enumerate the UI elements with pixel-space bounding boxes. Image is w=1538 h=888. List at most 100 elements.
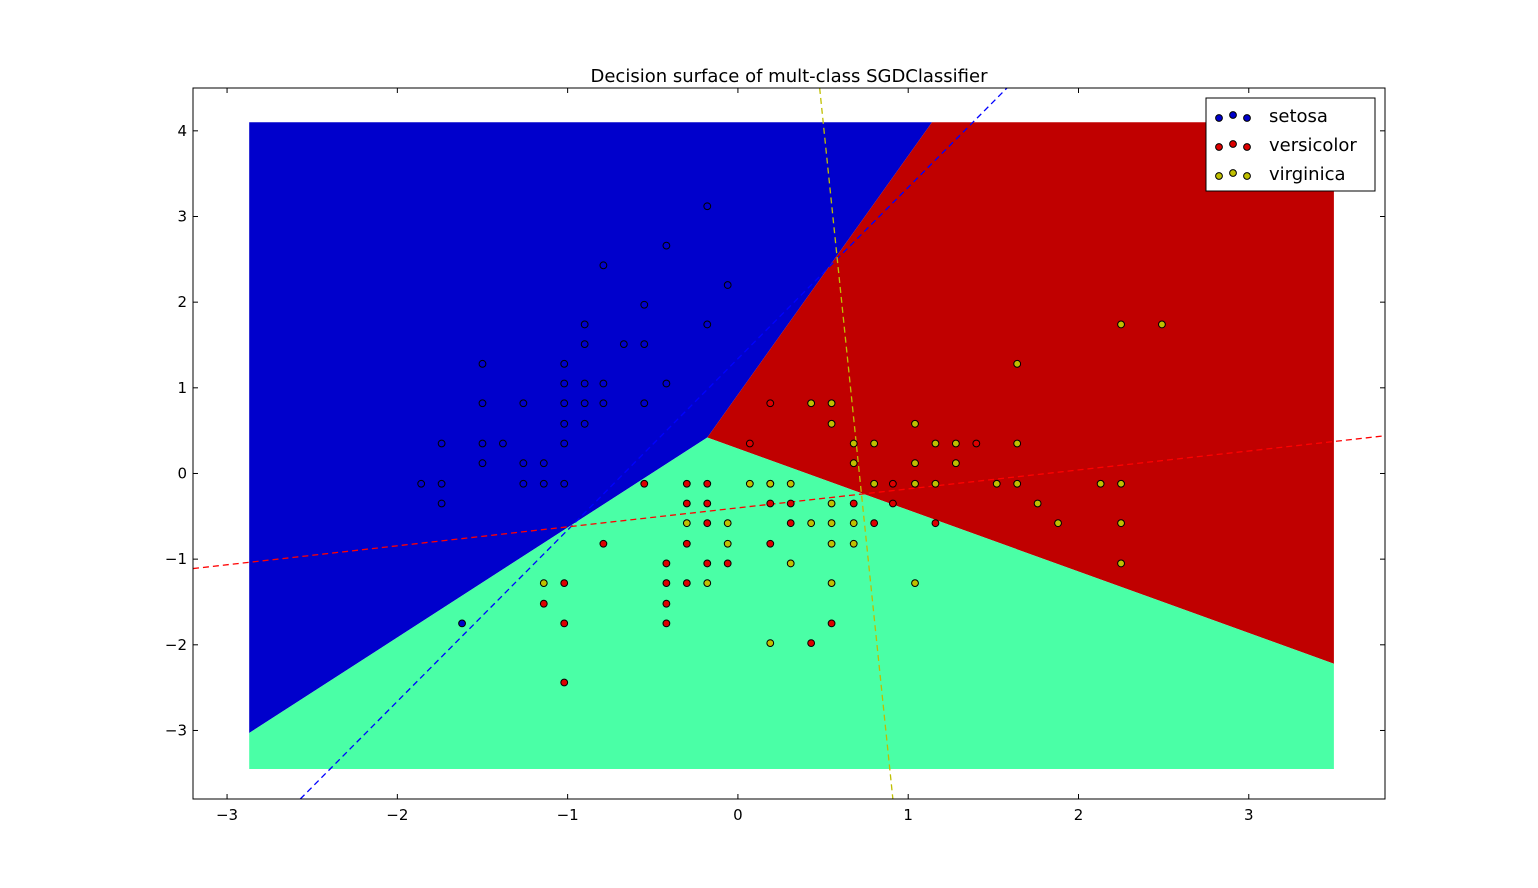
point-virginica <box>849 539 858 548</box>
point-versicolor <box>539 599 548 608</box>
point-virginica <box>1013 479 1022 488</box>
point-versicolor <box>827 619 836 628</box>
hyperplane-lines <box>193 88 1385 799</box>
point-versicolor <box>560 579 569 588</box>
point-setosa <box>580 419 589 428</box>
point-virginica <box>827 419 836 428</box>
point-setosa <box>640 300 649 309</box>
point-virginica <box>1158 320 1166 329</box>
point-setosa <box>519 479 528 488</box>
point-setosa <box>478 359 487 368</box>
point-versicolor <box>745 439 754 448</box>
legend-marker-virginica <box>1243 172 1251 180</box>
legend-marker-virginica <box>1229 169 1237 177</box>
point-versicolor <box>766 499 775 508</box>
legend-label-versicolor: versicolor <box>1269 135 1357 156</box>
data-points <box>417 202 1166 687</box>
point-versicolor <box>786 499 795 508</box>
point-versicolor <box>703 479 712 488</box>
point-setosa <box>580 399 589 408</box>
point-virginica <box>786 479 795 488</box>
point-virginica <box>1013 359 1022 368</box>
point-setosa <box>599 261 608 270</box>
point-virginica <box>911 479 919 488</box>
region-virginica <box>249 437 1334 769</box>
region-setosa <box>249 122 932 734</box>
point-virginica <box>911 579 919 588</box>
point-setosa <box>539 459 548 468</box>
point-setosa <box>519 459 528 468</box>
point-setosa <box>560 479 569 488</box>
point-versicolor <box>560 678 569 687</box>
point-versicolor <box>560 619 569 628</box>
point-versicolor <box>703 559 712 568</box>
point-virginica <box>992 479 1001 488</box>
point-setosa <box>437 439 446 448</box>
point-versicolor <box>682 539 691 548</box>
point-virginica <box>1033 499 1042 508</box>
legend-marker-versicolor <box>1243 143 1251 151</box>
hyperplane-virginica <box>819 88 894 799</box>
point-virginica <box>931 439 940 448</box>
y-tick-label: 4 <box>177 122 187 140</box>
point-versicolor <box>870 519 879 528</box>
point-virginica <box>745 479 754 488</box>
x-tick-label: −2 <box>386 806 408 824</box>
point-setosa <box>437 479 446 488</box>
point-setosa <box>478 399 487 408</box>
point-versicolor <box>703 519 712 528</box>
hyperplane-setosa <box>299 88 1008 799</box>
point-virginica <box>682 519 691 528</box>
x-tick-label: 1 <box>903 806 913 824</box>
point-setosa <box>662 379 671 388</box>
point-setosa <box>560 359 569 368</box>
point-setosa <box>703 320 712 329</box>
legend-marker-setosa <box>1243 114 1251 122</box>
point-setosa <box>417 479 426 488</box>
point-setosa <box>662 241 671 250</box>
point-virginica <box>723 539 732 548</box>
point-virginica <box>1117 479 1125 488</box>
point-virginica <box>911 419 919 428</box>
legend-label-setosa: setosa <box>1269 106 1328 127</box>
point-versicolor <box>972 439 981 448</box>
point-virginica <box>911 459 919 468</box>
point-setosa <box>619 340 628 349</box>
point-virginica <box>951 439 960 448</box>
decision-surface <box>249 122 1334 769</box>
point-versicolor <box>682 479 691 488</box>
x-tick-label: −3 <box>216 806 238 824</box>
point-setosa <box>478 439 487 448</box>
y-tick-label: 1 <box>177 379 187 397</box>
y-tick-label: −1 <box>165 550 187 568</box>
point-setosa <box>519 399 528 408</box>
point-versicolor <box>703 499 712 508</box>
y-tick-label: −3 <box>165 721 187 739</box>
legend-marker-setosa <box>1215 114 1223 122</box>
point-versicolor <box>786 519 795 528</box>
point-versicolor <box>807 639 816 647</box>
point-versicolor <box>662 599 671 608</box>
point-virginica <box>951 459 960 468</box>
point-setosa <box>703 202 712 211</box>
x-tick-label: 3 <box>1244 806 1254 824</box>
y-tick-label: 2 <box>177 293 187 311</box>
point-setosa <box>458 619 466 628</box>
axis-ticks: −3 −2 −1 0 1 2 3 −3 −2 −1 0 1 2 3 4 <box>165 88 1385 824</box>
point-virginica <box>827 539 836 548</box>
point-setosa <box>580 340 589 349</box>
point-versicolor <box>766 539 775 548</box>
legend-marker-versicolor <box>1215 143 1223 151</box>
point-virginica <box>703 579 712 588</box>
point-versicolor <box>662 619 671 628</box>
point-virginica <box>807 519 816 528</box>
legend-marker-virginica <box>1215 172 1223 180</box>
point-virginica <box>827 579 836 588</box>
y-tick-label: −2 <box>165 636 187 654</box>
point-virginica <box>849 459 858 468</box>
point-virginica <box>1096 479 1105 488</box>
point-setosa <box>539 479 548 488</box>
point-virginica <box>849 519 858 528</box>
point-setosa <box>560 419 569 428</box>
point-setosa <box>599 399 608 408</box>
